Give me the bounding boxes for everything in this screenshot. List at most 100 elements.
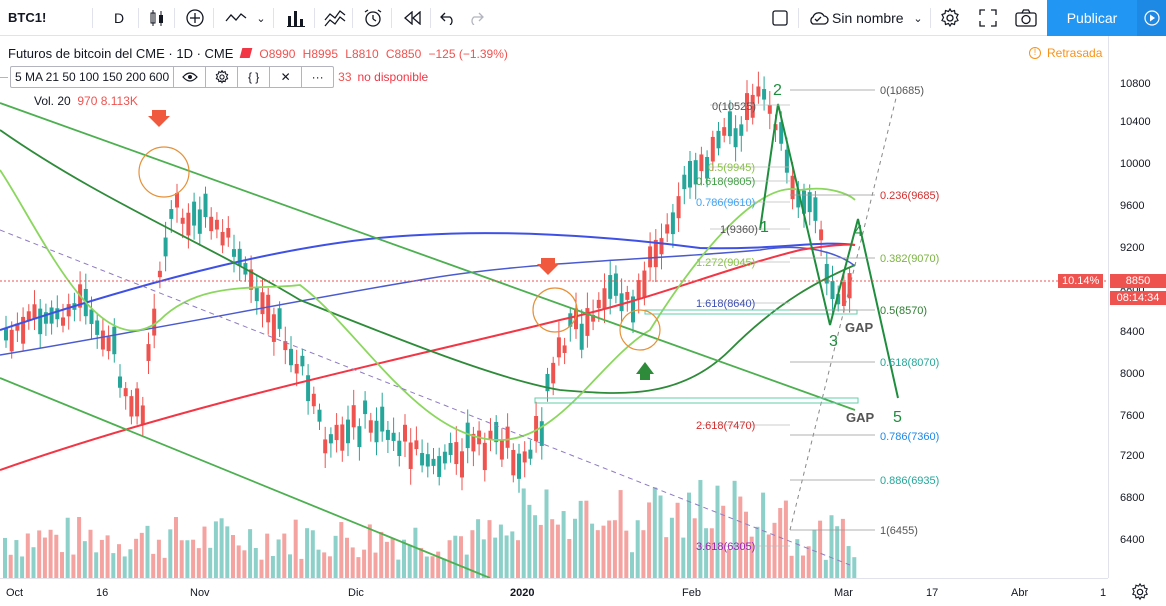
toolbar-divider [174, 8, 175, 28]
candle-body [385, 429, 390, 440]
publish-menu-button[interactable] [1137, 0, 1166, 36]
undo-icon[interactable] [436, 4, 460, 32]
candle-body [517, 453, 521, 479]
volume-bar [236, 545, 241, 578]
volume-bar [88, 529, 93, 578]
collapse-handle[interactable] [0, 76, 8, 78]
more-icon[interactable]: ··· [301, 67, 333, 87]
volume-bar [413, 527, 418, 578]
elliott-wave-line [759, 103, 899, 399]
ma-indicator-box[interactable]: 5 MA 21 50 100 150 200 600 { } ✕ ··· [10, 66, 335, 88]
wave-label: 2 [773, 82, 782, 99]
volume-bar [778, 508, 783, 578]
compare-icon[interactable] [321, 4, 349, 32]
candle-body [551, 362, 556, 384]
symbol-search[interactable]: BTC1! [8, 10, 47, 25]
volume-bar [726, 549, 731, 578]
camera-icon[interactable] [1014, 4, 1038, 32]
candle-body [699, 154, 704, 172]
cloud-icon[interactable] [806, 4, 830, 32]
candle-body [710, 136, 715, 162]
volume-bar [430, 556, 435, 578]
candle-body [790, 175, 795, 200]
candle-body [21, 316, 26, 344]
volume-bar [145, 525, 150, 578]
volume-value-1: 970 [77, 94, 98, 108]
volume-bar [225, 526, 230, 578]
time-tick: Mar [834, 587, 853, 599]
time-tick: Abr [1011, 587, 1029, 599]
volume-bar [504, 535, 509, 578]
volume-bar [327, 556, 332, 578]
interval-button[interactable]: D [113, 10, 125, 26]
layout-name-button[interactable]: Sin nombre [832, 10, 904, 26]
bar-chart-icon[interactable] [282, 4, 310, 32]
candle-body [380, 406, 385, 432]
gear-icon[interactable] [938, 4, 962, 32]
select-layout-icon[interactable] [768, 4, 792, 32]
candle-body [32, 304, 37, 320]
fib-level-label: 1(6455) [880, 525, 918, 537]
candle-body [317, 409, 322, 422]
volume-bar [436, 551, 441, 578]
price-tick: 9600 [1120, 200, 1145, 212]
price-axis[interactable] [1108, 36, 1166, 578]
time-tick: 1 [1100, 587, 1107, 599]
candle-body [807, 192, 812, 213]
toolbar-divider [930, 8, 931, 28]
volume-bar [550, 519, 555, 578]
indicators-icon[interactable] [222, 4, 250, 32]
volume-bar [288, 554, 292, 578]
time-axis[interactable] [0, 578, 1108, 605]
fullscreen-icon[interactable] [976, 4, 1000, 32]
volume-bar [305, 528, 310, 578]
delayed-badge[interactable]: ! Retrasada [1029, 46, 1102, 60]
replay-icon[interactable] [398, 4, 426, 32]
chevron-down-icon[interactable]: ⌄ [256, 12, 266, 25]
change-pct-tag: 10.14% [1058, 274, 1104, 288]
down-arrow-icon [148, 110, 170, 127]
eye-icon[interactable] [173, 67, 205, 87]
volume-bar [812, 529, 817, 578]
volume-bar [538, 524, 543, 578]
toolbar-divider [798, 8, 799, 28]
candle-body [676, 196, 681, 219]
ma-red-line [0, 243, 856, 471]
volume-bar [31, 547, 36, 578]
alarm-clock-icon[interactable] [359, 4, 387, 32]
volume-bar [595, 530, 600, 578]
candle-body [220, 231, 225, 246]
candle-body [739, 124, 744, 136]
redo-icon[interactable] [464, 4, 488, 32]
candle-body [745, 93, 749, 120]
add-indicator-icon[interactable] [181, 4, 209, 32]
volume-bar [117, 544, 121, 578]
gear-icon[interactable] [1131, 582, 1149, 606]
volume-bar [219, 518, 224, 578]
chevron-down-icon[interactable]: ⌄ [913, 12, 923, 25]
ma-lightgreen-line [0, 169, 856, 441]
candles-icon[interactable] [144, 4, 170, 32]
warning-icon: ! [1029, 47, 1041, 59]
volume-bar [373, 552, 378, 578]
chart-pane[interactable]: 0(10685) 0.236(9685) 0.382(9070) 0.5(8570) 0… [0, 36, 1108, 578]
volume-bar [128, 549, 133, 578]
volume-legend: Vol. 20 970 8.113K [34, 94, 138, 108]
volume-bar [139, 532, 144, 578]
candle-body [43, 312, 48, 324]
volume-bar [134, 538, 139, 578]
volume-bar [94, 552, 99, 578]
publish-button[interactable]: Publicar [1047, 0, 1137, 36]
volume-bar [42, 537, 47, 578]
candle-body [351, 405, 356, 428]
volume-bar [783, 500, 788, 578]
settings-icon[interactable] [205, 67, 237, 87]
close-icon[interactable]: ✕ [269, 67, 301, 87]
volume-bar [419, 547, 424, 578]
candle-body [55, 308, 60, 320]
source-code-icon[interactable]: { } [237, 67, 269, 87]
candle-body [237, 248, 242, 266]
volume-bar [498, 524, 503, 578]
volume-bar [407, 544, 412, 578]
toolbar-divider [92, 8, 93, 28]
